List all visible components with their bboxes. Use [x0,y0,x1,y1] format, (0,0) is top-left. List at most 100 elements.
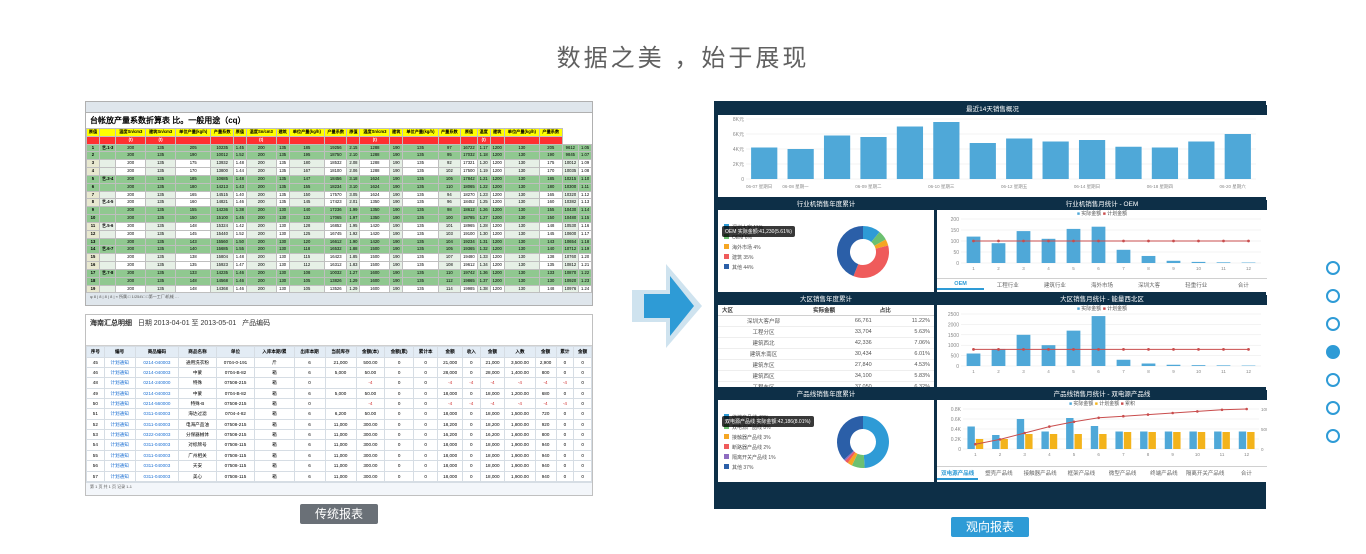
badge-modern: 观向报表 [951,517,1029,537]
svg-text:50: 50 [953,250,959,256]
svg-text:12: 12 [1244,452,1250,457]
svg-text:1: 1 [972,369,975,374]
svg-text:0: 0 [741,177,744,183]
svg-text:1: 1 [972,266,975,271]
svg-text:建筑 35%: 建筑 35% [732,254,754,261]
dashboard: 最近14天销售概况 02K元4K元6K元8K元06-07 星期日06-08 星期… [714,101,1266,509]
nav-dot[interactable] [1326,261,1340,275]
svg-text:2K元: 2K元 [733,162,744,168]
svg-text:11: 11 [1221,369,1226,374]
modern-dashboard-panel: 最近14天销售概况 02K元4K元6K元8K元06-07 星期日06-08 星期… [714,101,1266,537]
svg-text:2500: 2500 [948,312,959,318]
nav-dot[interactable] [1326,429,1340,443]
nav-dot[interactable] [1326,317,1340,331]
tab[interactable]: 海外市场 [1078,279,1125,290]
card-title: 产品线销售年度累计 [718,390,934,400]
date-from: 2013-04-01 [154,320,190,327]
svg-text:其他 44%: 其他 44% [732,264,754,271]
svg-text:06-20 星期六: 06-20 星期六 [1220,183,1247,190]
svg-text:0: 0 [958,447,961,453]
svg-text:1500: 1500 [948,333,959,339]
nav-dot[interactable] [1326,401,1340,415]
svg-text:断路器产品线 2%: 断路器产品线 2% [732,444,771,451]
tooltip: 双电源产品线 实际金额:42,186(8.01%) [722,416,814,427]
card-top-14day: 最近14天销售概况 02K元4K元6K元8K元06-07 星期日06-08 星期… [718,105,1267,197]
legend: ■ 实际金额 ■ 计划金额 [937,305,1267,312]
svg-text:06-14 星期日: 06-14 星期日 [1074,184,1100,190]
svg-text:7: 7 [1122,369,1125,374]
svg-text:100: 100 [951,239,960,245]
tab[interactable]: 终端产品线 [1143,467,1184,480]
svg-text:4K元: 4K元 [733,147,744,153]
svg-text:隔离开关产品线 1%: 隔离开关产品线 1% [732,454,776,461]
svg-text:0.2K: 0.2K [951,437,962,443]
nav-dot[interactable] [1326,373,1340,387]
tab[interactable]: 合计 [1220,279,1267,290]
form-window: 海南汇总明细 日期 2013-04-01 至 2013-05-01 产品编码 序… [85,314,593,495]
nav-dot[interactable] [1326,289,1340,303]
svg-text:9: 9 [1172,369,1175,374]
excel-column-ruler [86,102,592,113]
tab[interactable]: 工程行业 [984,279,1031,290]
page-title: 数据之美 ，始于展现 [0,38,1366,73]
tab[interactable]: 隔离开关产品线 [1185,467,1226,480]
legend: ■ 实际金额 ■ 计划金额 [937,210,1267,217]
svg-text:12: 12 [1246,369,1252,374]
bar-line-chart: 050100150200123456789101112 [937,217,1267,273]
svg-text:7: 7 [1122,452,1125,457]
svg-text:8: 8 [1147,369,1150,374]
card-title: 产品线销售月统计 - 双电源产品线 [937,390,1267,400]
tab[interactable]: OEM [937,279,984,290]
svg-text:06-09 星期二: 06-09 星期二 [855,184,882,190]
svg-text:06-07 星期日: 06-07 星期日 [746,184,772,190]
tab[interactable]: 框架产品线 [1061,467,1102,480]
tab[interactable]: 塑壳产品线 [978,467,1019,480]
traditional-report-panel: 台帐放产量系数折算表 比。一般用途（cq） 原值温度Sn/cm3建筑Sn/cm3… [85,101,593,524]
card-bar-region-month: 大区销售月统计 - 能量西北区 ■ 实际金额 ■ 计划金额 0500100015… [937,295,1267,387]
svg-text:150: 150 [951,228,960,234]
svg-text:3: 3 [1022,369,1025,374]
tab[interactable]: 合计 [1226,467,1267,480]
svg-text:06-18 星期四: 06-18 星期四 [1147,184,1174,190]
legend: ■ 实际金额 ■ 计划金额 ■ 累积 [937,400,1267,407]
svg-text:10: 10 [1196,369,1202,374]
tab[interactable]: 双电源产品线 [937,467,978,480]
nav-dot[interactable] [1326,345,1340,359]
tab-row[interactable]: OEM工程行业建筑行业海外市场深圳大客轻重行业合计 [937,278,1267,290]
tab[interactable]: 深圳大客 [1126,279,1173,290]
badge-traditional: 传统报表 [300,504,378,524]
svg-text:其他 37%: 其他 37% [732,464,754,471]
svg-text:2: 2 [997,266,1000,271]
card-donut-industry: 行业机销售年度累计 深圳大客 11%OEM 6%海外市场 4%建筑 35%其他 … [718,200,934,292]
tab-row[interactable]: 双电源产品线塑壳产品线接触器产品线框架产品线微型产品线终端产品线隔离开关产品线合… [937,466,1267,480]
svg-text:2000: 2000 [948,323,959,329]
card-title: 大区销售年度累计 [718,295,934,305]
svg-text:0.6K: 0.6K [951,417,962,423]
svg-text:0: 0 [956,261,959,267]
svg-text:6: 6 [1097,452,1100,457]
svg-text:6K元: 6K元 [733,132,744,138]
svg-text:海外市场 4%: 海外市场 4% [732,244,761,251]
svg-text:0: 0 [1261,447,1264,452]
svg-text:12: 12 [1246,266,1252,271]
prod-filter: 产品编码 [242,320,270,327]
svg-text:5: 5 [1072,369,1075,374]
page-nav-dots[interactable] [1326,261,1340,443]
svg-text:5: 5 [1072,266,1075,271]
region-table: 大区实际金额占比深圳大客户部66,76111.22%工程分区33,7045.63… [718,305,934,387]
excel-sheet-title: 台帐放产量系数折算表 比。一般用途（cq） [86,113,592,128]
tab[interactable]: 轻重行业 [1173,279,1220,290]
excel-footer: φ 8 | 8 | 8 | 8 | « 所属:□ 1/254\□ □第一工厂\机… [86,293,592,305]
svg-text:7: 7 [1122,266,1125,271]
svg-text:1: 1 [974,452,977,457]
card-title: 行业机销售年度累计 [718,200,934,210]
donut-chart: 深圳大客 11%OEM 6%海外市场 4%建筑 35%其他 44% [718,210,934,288]
card-title: 行业机销售月统计 - OEM [937,200,1267,210]
tab[interactable]: 建筑行业 [1031,279,1078,290]
svg-text:2: 2 [997,369,1000,374]
date-to: 2013-05-01 [200,320,236,327]
tab[interactable]: 接触器产品线 [1020,467,1061,480]
tooltip: OEM 实际金额:41,230(5.61%) [722,226,795,237]
tab[interactable]: 微型产品线 [1102,467,1143,480]
svg-text:10: 10 [1195,452,1201,457]
